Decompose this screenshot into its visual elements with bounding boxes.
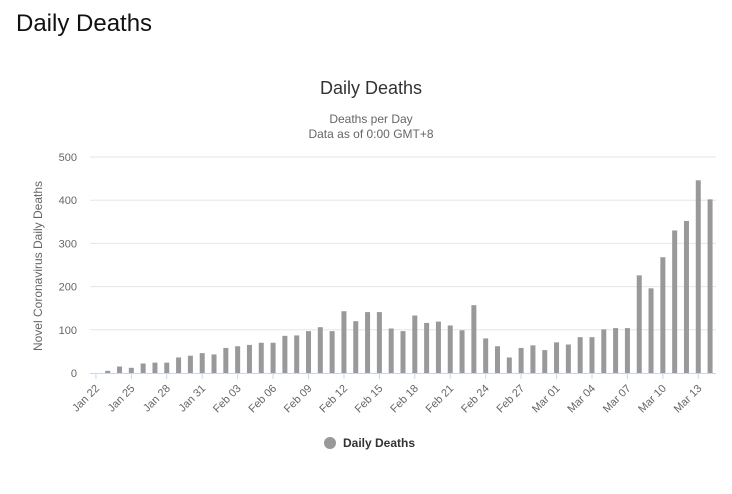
y-axis-ticks: 0 100 200 300 400 500 [59,152,77,380]
y-tick-label: 300 [59,238,77,250]
y-tick-label: 200 [59,282,77,294]
x-tick-label: Mar 10 [636,383,669,416]
bar[interactable] [400,331,406,373]
bar[interactable] [365,312,371,373]
grid-lines [90,156,716,331]
bar[interactable] [140,363,146,374]
x-tick-label: Feb 15 [353,383,386,416]
x-tick-label: Jan 25 [106,383,138,415]
bar[interactable] [683,220,689,373]
x-tick-label: Feb 09 [282,383,315,416]
x-tick-label: Jan 22 [70,383,102,415]
bar[interactable] [235,346,241,373]
x-axis-ticks: Jan 22 Jan 25 Jan 28 Jan 31 Feb 03 Feb 06 Feb … [70,373,704,415]
bar[interactable] [707,199,713,373]
bars [105,180,713,374]
bar[interactable] [624,328,630,373]
x-tick-label: Mar 13 [672,383,705,416]
x-tick-label: Feb 27 [495,383,528,416]
bar[interactable] [117,366,123,373]
bar[interactable] [695,180,701,373]
bar[interactable] [483,338,489,373]
x-tick-label: Jan 31 [176,383,208,415]
x-tick-label: Mar 07 [601,383,634,416]
bar[interactable] [128,367,134,373]
bar[interactable] [447,325,453,373]
bar[interactable] [471,305,477,373]
legend-marker[interactable] [324,437,336,449]
bar[interactable] [388,328,394,374]
chart-subtitle-line2: Data as of 0:00 GMT+8 [308,127,433,141]
y-tick-label: 400 [59,195,77,207]
y-tick-label: 500 [59,152,77,164]
bar[interactable] [577,337,583,373]
bar[interactable] [435,321,441,373]
bar[interactable] [613,328,619,373]
bar[interactable] [152,362,158,373]
bar[interactable] [258,342,264,373]
bar[interactable] [589,337,595,373]
x-tick-label: Mar 01 [530,383,563,416]
bar[interactable] [412,315,418,373]
x-tick-label: Feb 21 [424,383,457,416]
bar[interactable] [329,331,335,373]
bar[interactable] [494,346,500,373]
y-tick-label: 100 [59,325,77,337]
legend[interactable]: Daily Deaths [324,436,415,450]
bar[interactable] [636,275,642,373]
bar[interactable] [376,312,382,373]
bar[interactable] [317,327,323,373]
bar[interactable] [672,230,678,373]
bar[interactable] [648,288,654,373]
bar[interactable] [660,257,666,373]
chart-subtitle-line1: Deaths per Day [329,112,412,126]
x-tick-label: Feb 03 [211,383,244,416]
bar[interactable] [187,355,193,373]
bar[interactable] [542,350,548,373]
x-tick-label: Feb 06 [246,383,279,416]
x-tick-label: Feb 24 [459,383,492,416]
chart-title: Daily Deaths [320,78,422,98]
x-tick-label: Jan 28 [141,383,173,415]
bar[interactable] [270,342,276,373]
bar[interactable] [306,331,312,373]
bar[interactable] [565,344,571,373]
x-tick-label: Mar 04 [565,383,598,416]
bar[interactable] [353,321,359,373]
y-tick-label: 0 [71,368,77,380]
bar[interactable] [341,311,347,373]
bar[interactable] [530,345,536,373]
bar[interactable] [176,357,182,373]
x-tick-label: Feb 12 [317,383,350,416]
bar[interactable] [211,354,217,373]
bar[interactable] [424,322,430,373]
bar[interactable] [223,347,229,373]
bar[interactable] [246,344,252,373]
bar[interactable] [601,329,607,373]
page-heading: Daily Deaths [16,10,153,37]
bar[interactable] [459,330,465,373]
bar[interactable] [554,342,560,373]
bar[interactable] [282,335,288,373]
y-axis-title: Novel Coronavirus Daily Deaths [31,181,45,351]
bar[interactable] [105,370,111,373]
bar[interactable] [294,335,300,373]
legend-label[interactable]: Daily Deaths [343,436,415,450]
x-tick-label: Feb 18 [388,383,421,416]
bar[interactable] [164,362,170,373]
bar[interactable] [199,353,205,373]
bar[interactable] [506,357,512,373]
bar[interactable] [518,347,524,373]
